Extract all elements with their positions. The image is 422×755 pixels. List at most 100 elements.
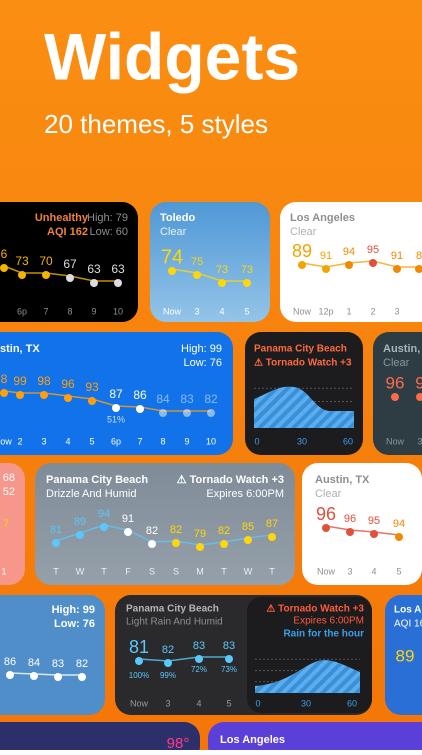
weather-icon — [298, 261, 306, 269]
widget-text: ⚠ Tornado Watch +3 — [177, 474, 284, 486]
widget-text: Panama City Beach — [126, 604, 219, 615]
temperature: 75 — [191, 256, 203, 268]
temperature: 83 — [223, 640, 235, 652]
widget-text: Light Rain And Humid — [126, 617, 223, 628]
time-label: W — [76, 566, 85, 576]
widget-text: Panama City Beach — [46, 474, 148, 486]
temperature: 96 — [386, 373, 405, 392]
temperature: 83 — [180, 392, 194, 406]
time-label: F — [125, 566, 131, 576]
time-label: 3 — [165, 698, 170, 708]
weather-icon — [90, 279, 98, 287]
widget-text: Low: 60 — [89, 226, 128, 238]
time-label: 4 — [196, 698, 201, 708]
temperature: 98 — [37, 374, 51, 388]
widget-text: Rain for the hour — [283, 629, 364, 640]
temperature: 87 — [109, 387, 123, 401]
time-label: T — [221, 566, 227, 576]
temperature: 7 — [3, 518, 9, 530]
temperature: 82 — [218, 525, 230, 537]
temp-curve — [9, 672, 82, 676]
weather-icon — [100, 523, 108, 531]
temp-curve — [3, 390, 211, 412]
time-label: 10 — [206, 436, 216, 446]
temperature: 73 — [15, 254, 29, 268]
temperature: 89 — [396, 646, 415, 665]
weather-icon — [76, 531, 84, 539]
time-label: ow — [0, 436, 12, 446]
precipitation: 100% — [129, 671, 149, 680]
weather-icon — [415, 265, 422, 273]
weather-icon — [52, 539, 60, 547]
temperature: 98° — [167, 735, 190, 750]
weather-icon — [164, 659, 172, 667]
time-label: 4 — [371, 566, 376, 576]
precipitation: 72% — [191, 665, 207, 674]
time-label: 4 — [219, 306, 224, 316]
temperature: 94 — [98, 508, 110, 520]
weather-icon — [66, 274, 74, 282]
widget — [150, 202, 270, 322]
weather-icon — [0, 264, 8, 272]
time-label: 7 — [43, 306, 48, 316]
time-label: 3 — [417, 436, 422, 446]
temperature: 95 — [368, 515, 380, 527]
widget-text: High: 99 — [52, 604, 95, 616]
widget-text: Toledo — [160, 212, 196, 224]
weather-icon — [159, 409, 167, 417]
weather-icon — [207, 409, 215, 417]
weather-icon — [18, 271, 26, 279]
temperature: 87 — [266, 518, 278, 530]
temperature: 73 — [216, 264, 228, 276]
time-label: M — [196, 566, 204, 576]
temperature: 82 — [146, 525, 158, 537]
time-label: Now — [317, 566, 336, 576]
weather-icon — [114, 279, 122, 287]
widget-text: Panama City Beach — [254, 344, 347, 355]
weather-icon — [416, 393, 422, 401]
weather-icon — [30, 672, 38, 680]
time-label: 30 — [297, 436, 307, 446]
widget — [385, 595, 422, 715]
temperature: 94 — [393, 518, 405, 530]
weather-icon — [40, 391, 48, 399]
widget-text: ⚠ Tornado Watch +3 — [254, 358, 352, 369]
temperature: 93 — [85, 380, 99, 394]
time-label: 60 — [347, 698, 357, 708]
widget-text: Los Angeles — [220, 734, 285, 746]
temperature: 96 — [344, 513, 356, 525]
weather-icon — [370, 530, 378, 538]
time-label: 12p — [318, 306, 333, 316]
weather-icon — [220, 540, 228, 548]
weather-icon — [64, 394, 72, 402]
time-label: 30 — [301, 698, 311, 708]
temperature: 63 — [111, 262, 125, 276]
temperature: 89 — [74, 516, 86, 528]
time-label: 1 — [346, 306, 351, 316]
weather-icon — [345, 261, 353, 269]
weather-icon — [391, 393, 399, 401]
weather-icon — [136, 405, 144, 413]
weather-icon — [148, 540, 156, 548]
weather-icon — [172, 539, 180, 547]
widget-text: High: 99 — [181, 343, 222, 355]
widget-text: stin, TX — [0, 343, 40, 355]
widget — [0, 332, 233, 455]
temperature: 63 — [87, 262, 101, 276]
widget-text: Drizzle And Humid — [46, 488, 136, 500]
temperature: 99 — [13, 374, 27, 388]
widget-text: Austin, TX — [315, 474, 370, 486]
time-label: 6p — [111, 436, 121, 446]
temperature: 86 — [133, 388, 147, 402]
precipitation: 51% — [107, 414, 125, 424]
weather-icon — [195, 655, 203, 663]
weather-icon — [112, 404, 120, 412]
time-label: T — [53, 566, 59, 576]
weather-icon — [135, 657, 143, 665]
time-label: 5 — [396, 566, 401, 576]
widget — [0, 202, 138, 322]
widget-text: AQI 162 — [47, 226, 88, 238]
temp-curve — [171, 268, 247, 282]
widget-text: 68 — [3, 472, 15, 484]
temp-curve — [325, 525, 400, 536]
